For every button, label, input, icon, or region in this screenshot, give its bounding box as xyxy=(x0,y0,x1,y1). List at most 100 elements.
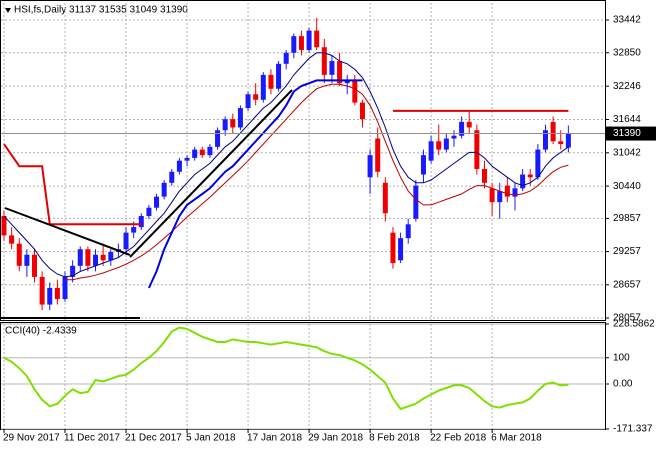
candle-body xyxy=(176,160,182,172)
candle-body xyxy=(93,254,99,266)
indicator-line xyxy=(3,109,569,226)
candle-body xyxy=(108,251,114,261)
candle-body xyxy=(535,149,541,178)
candle-body xyxy=(474,130,480,169)
candle-body xyxy=(260,74,266,100)
candle-body xyxy=(344,80,350,84)
candle-body xyxy=(154,196,160,208)
candle-body xyxy=(436,141,442,150)
y-tick-label: 28057 xyxy=(613,313,641,324)
candle-body xyxy=(390,232,396,264)
y-tick-label: 29857 xyxy=(613,213,641,224)
y-tick-label: 32850 xyxy=(613,47,641,58)
cci-title: CCI(40) -2.4339 xyxy=(5,326,77,337)
candle-body xyxy=(131,227,137,233)
candle-body xyxy=(222,119,228,131)
candle-body xyxy=(253,94,259,100)
candle-body xyxy=(283,52,289,64)
candle-body xyxy=(321,47,327,75)
candle-body xyxy=(459,121,465,136)
x-tick-label: 22 Feb 2018 xyxy=(430,433,487,444)
main-panel-frame xyxy=(0,0,606,321)
candle-body xyxy=(207,146,213,156)
indicator-line xyxy=(65,83,569,281)
candle-body xyxy=(550,121,556,142)
candle-body xyxy=(77,249,83,266)
candle-body xyxy=(443,138,449,150)
candle-body xyxy=(420,155,426,175)
chart-title: HSI,fs,Daily 31137 31535 31049 31390 xyxy=(14,5,188,16)
candle-body xyxy=(428,141,434,161)
candle-body xyxy=(16,243,22,266)
y-tick-label: 29257 xyxy=(613,246,641,257)
y-tick-label: 32246 xyxy=(613,81,641,92)
candle-body xyxy=(192,149,198,158)
candle-body xyxy=(237,108,243,128)
candle-body xyxy=(520,174,526,189)
x-tick-label: 6 Mar 2018 xyxy=(491,433,542,444)
x-tick-label: 29 Nov 2017 xyxy=(3,433,60,444)
candle-body xyxy=(100,254,106,261)
candle-body xyxy=(489,188,495,203)
candle-body xyxy=(1,216,7,236)
x-tick-label: 8 Feb 2018 xyxy=(369,433,420,444)
candle-body xyxy=(382,182,388,214)
candle-body xyxy=(138,216,144,228)
trend-line xyxy=(129,89,293,258)
candle-body xyxy=(314,30,320,48)
candle-body xyxy=(215,130,221,147)
x-tick-label: 5 Jan 2018 xyxy=(186,433,236,444)
indicator-line xyxy=(147,79,363,289)
x-tick-label: 21 Dec 2017 xyxy=(125,433,182,444)
candle-body xyxy=(337,61,343,84)
y-tick-label: 0.00 xyxy=(613,379,633,390)
y-tick-label: 31042 xyxy=(613,147,641,158)
y-tick-label: -171.337 xyxy=(613,424,653,435)
y-tick-label: 31644 xyxy=(613,114,641,125)
y-tick-label: 100 xyxy=(613,352,630,363)
x-tick-label: 29 Jan 2018 xyxy=(308,433,363,444)
y-tick-label: 28657 xyxy=(613,279,641,290)
candle-body xyxy=(70,265,76,277)
last-price-label: 31390 xyxy=(613,128,641,139)
candle-body xyxy=(329,61,335,75)
candle-body xyxy=(169,171,175,183)
candle-body xyxy=(405,224,411,239)
candle-body xyxy=(565,133,571,148)
candle-body xyxy=(276,63,282,89)
candle-body xyxy=(375,138,381,172)
candle-body xyxy=(466,121,472,128)
x-tick-label: 17 Jan 2018 xyxy=(247,433,302,444)
candle-body xyxy=(413,185,419,219)
x-tick-label: 11 Dec 2017 xyxy=(64,433,120,444)
trend-line xyxy=(4,207,131,256)
y-tick-label: 228.5862 xyxy=(613,319,655,330)
candle-body xyxy=(497,191,503,203)
candle-body xyxy=(123,232,129,250)
candle-body xyxy=(504,185,510,197)
candle-body xyxy=(558,141,564,145)
y-tick-label: 30440 xyxy=(613,181,641,192)
title-icon xyxy=(5,8,11,13)
candle-body xyxy=(512,188,518,197)
candle-body xyxy=(24,254,30,266)
candle-body xyxy=(32,254,38,277)
candle-body xyxy=(298,36,304,50)
candle-body xyxy=(146,207,152,217)
y-tick-label: 33442 xyxy=(613,15,641,26)
candle-body xyxy=(54,287,60,300)
candle-body xyxy=(306,30,312,50)
candle-body xyxy=(39,276,45,305)
candle-body xyxy=(527,174,533,178)
candle-body xyxy=(230,119,236,128)
candle-body xyxy=(47,287,53,305)
candle-body xyxy=(359,102,365,120)
candle-body xyxy=(291,36,297,53)
candle-body xyxy=(352,80,358,103)
candle-body xyxy=(85,249,91,266)
candle-body xyxy=(398,238,404,261)
candle-body xyxy=(161,182,167,197)
plot-layer: 33442 32850 32246 31644 31042 30440 29857 29257… xyxy=(1,3,656,444)
candle-body xyxy=(367,155,373,178)
